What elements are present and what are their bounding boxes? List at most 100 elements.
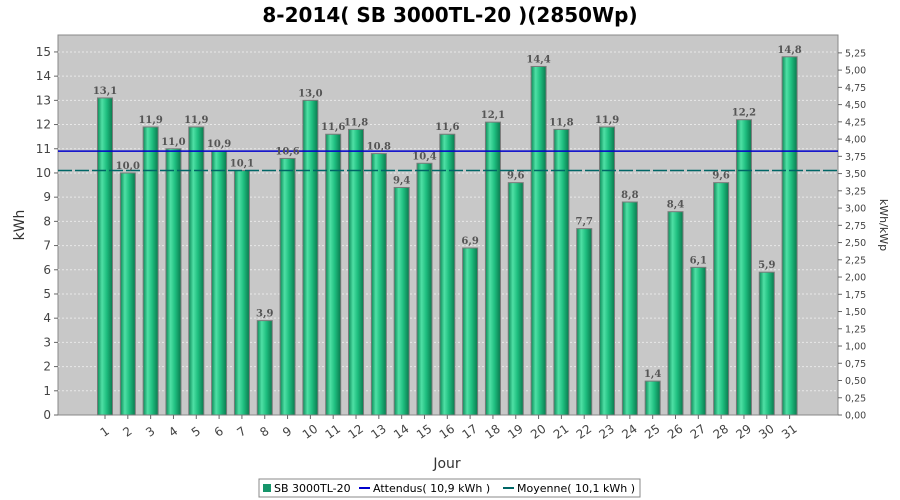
y2-tick-label: 1,00 (845, 342, 866, 353)
legend-label-attendus: Attendus( 10,9 kWh ) (373, 482, 490, 495)
x-axis-label: Jour (432, 456, 461, 472)
data-labels: 13,1 10,0 11,9 11,0 11,9 10,9 10,1 3,9 10,6 13,0 1… (93, 45, 802, 380)
y2-axis-label: kWh/kWp (877, 199, 890, 251)
bar (576, 228, 593, 416)
x-tick-label: 30 (756, 422, 777, 442)
bar (165, 148, 182, 416)
x-tick-label: 16 (437, 422, 458, 442)
x-tick-label: 28 (711, 422, 732, 442)
data-label: 14,4 (526, 54, 550, 65)
x-tick-label: 24 (619, 422, 640, 442)
x-tick-label: 15 (414, 422, 435, 442)
x-tick-label: 2 (120, 424, 134, 440)
x-axis: 1 2 3 4 5 6 7 8 9 10 11 12 13 14 15 16 17 18 19 20 21 22 23 24 2… (98, 415, 800, 442)
x-tick-label: 17 (460, 422, 481, 442)
x-tick-label: 27 (688, 422, 709, 442)
y2-tick-label: 4,75 (845, 83, 866, 94)
bar (233, 170, 250, 416)
data-label: 9,6 (712, 171, 729, 182)
data-label: 11,6 (435, 122, 459, 133)
data-label: 5,9 (758, 260, 775, 271)
y-tick-label: 6 (43, 263, 51, 277)
y2-tick-label: 4,50 (845, 100, 866, 111)
bar (119, 172, 136, 416)
y2-tick-label: 1,25 (845, 324, 866, 335)
data-label: 10,6 (275, 146, 299, 157)
x-tick-label: 3 (143, 424, 157, 440)
bar (530, 65, 547, 416)
x-tick-label: 13 (368, 422, 389, 442)
data-label: 3,9 (256, 309, 273, 320)
y2-tick-label: 2,50 (845, 238, 866, 249)
y2-tick-label: 0,00 (845, 411, 866, 422)
bar (256, 320, 273, 416)
y2-tick-label: 0,75 (845, 359, 866, 370)
bar (302, 99, 319, 416)
x-tick-label: 5 (189, 424, 203, 440)
x-tick-label: 21 (551, 422, 572, 442)
bar (621, 201, 638, 416)
x-tick-label: 25 (642, 422, 663, 442)
bar (393, 186, 410, 416)
bar (439, 133, 456, 416)
chart-title: 8-2014( SB 3000TL-20 )(2850Wp) (262, 3, 637, 27)
data-label: 10,0 (116, 161, 140, 172)
y2-tick-label: 5,25 (845, 48, 866, 59)
bar (370, 153, 387, 416)
y-tick-label: 3 (43, 335, 51, 349)
bar-series (97, 56, 798, 416)
y-tick-label: 14 (36, 69, 51, 83)
y2-tick-label: 2,75 (845, 221, 866, 232)
y2-tick-label: 3,75 (845, 152, 866, 163)
y-tick-label: 0 (43, 408, 51, 422)
y2-tick-label: 1,75 (845, 290, 866, 301)
data-label: 6,1 (690, 255, 707, 266)
y-tick-label: 15 (36, 45, 51, 59)
data-label: 11,9 (595, 115, 619, 126)
bar (325, 133, 342, 416)
y-tick-label: 10 (36, 166, 51, 180)
y-tick-label: 4 (43, 311, 51, 325)
bar (416, 162, 433, 416)
y-tick-label: 2 (43, 360, 51, 374)
y-axis-right: 0,00 0,25 0,50 0,75 1,00 1,25 1,50 1,75 2,00 2,25… (838, 48, 866, 422)
data-label: 12,2 (732, 108, 756, 119)
bar (507, 182, 524, 416)
y2-tick-label: 3,25 (845, 186, 866, 197)
x-tick-label: 19 (505, 422, 526, 442)
bar (279, 157, 296, 416)
bar (735, 119, 752, 416)
y2-tick-label: 0,25 (845, 393, 866, 404)
y-tick-label: 11 (36, 142, 51, 156)
x-tick-label: 31 (779, 422, 800, 442)
data-label: 10,1 (230, 159, 254, 170)
y2-tick-label: 2,00 (845, 273, 866, 284)
data-label: 12,1 (481, 110, 505, 121)
y-tick-label: 13 (36, 93, 51, 107)
y-tick-label: 9 (43, 190, 51, 204)
bar (667, 211, 684, 416)
legend-label-series: SB 3000TL-20 (274, 482, 351, 495)
x-tick-label: 11 (323, 422, 344, 442)
data-label: 7,7 (576, 217, 593, 228)
bar (781, 56, 798, 416)
y2-tick-label: 5,00 (845, 66, 866, 77)
x-tick-label: 9 (280, 424, 294, 440)
x-tick-label: 4 (166, 424, 180, 440)
data-label: 14,8 (777, 45, 801, 56)
bar (713, 182, 730, 416)
y-tick-label: 12 (36, 118, 51, 132)
x-tick-label: 6 (212, 424, 226, 440)
bar (211, 150, 228, 416)
x-tick-label: 7 (234, 424, 248, 440)
data-label: 10,8 (367, 142, 391, 153)
data-label: 11,0 (161, 137, 185, 148)
y2-tick-label: 3,00 (845, 204, 866, 215)
bar (97, 97, 113, 416)
y-tick-label: 7 (43, 239, 51, 253)
data-label: 11,8 (344, 117, 368, 128)
data-label: 9,4 (393, 175, 410, 186)
y-tick-label: 1 (43, 384, 51, 398)
